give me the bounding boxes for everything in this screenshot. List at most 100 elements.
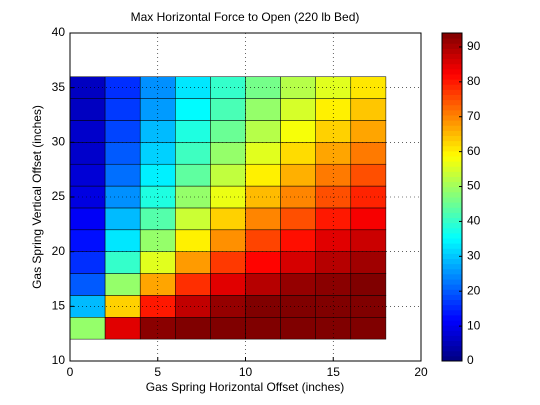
x-tick-label: 15 bbox=[327, 365, 341, 379]
colorbar-segment bbox=[442, 156, 462, 162]
colorbar-segment bbox=[442, 109, 462, 116]
heat-cell bbox=[245, 120, 281, 143]
y-tick-label: 15 bbox=[52, 299, 66, 313]
heat-cell bbox=[175, 317, 211, 340]
heat-cell bbox=[139, 317, 176, 340]
heat-cell bbox=[175, 229, 211, 252]
colorbar-segment bbox=[442, 89, 462, 95]
heat-cell bbox=[245, 317, 281, 340]
heat-cell bbox=[350, 98, 387, 121]
heat-cell bbox=[210, 317, 246, 340]
colorbar-segment bbox=[442, 212, 462, 218]
colorbar-segment bbox=[442, 227, 462, 234]
heat-cell bbox=[104, 273, 141, 296]
colorbar-segment bbox=[442, 120, 462, 126]
heat-cell bbox=[210, 120, 246, 143]
heat-cell bbox=[175, 251, 211, 274]
heat-cell bbox=[350, 273, 387, 296]
colorbar-segment bbox=[442, 161, 462, 167]
colorbar-segment bbox=[442, 355, 462, 362]
heat-cell bbox=[210, 76, 246, 99]
colorbar-segment bbox=[442, 238, 462, 244]
x-axis-label: Gas Spring Horizontal Offset (inches) bbox=[146, 380, 345, 394]
y-tick-label: 30 bbox=[52, 135, 66, 149]
heat-cell bbox=[350, 120, 387, 143]
heat-cell bbox=[139, 207, 176, 231]
colorbar-segment bbox=[442, 309, 462, 316]
heat-cell bbox=[104, 98, 141, 121]
colorbar-segment bbox=[442, 43, 462, 49]
heat-cell bbox=[280, 120, 316, 143]
colorbar-segment bbox=[442, 130, 462, 136]
heat-cell bbox=[175, 273, 211, 296]
heat-cell bbox=[315, 76, 352, 99]
heat-cell bbox=[175, 295, 211, 318]
y-tick-label: 25 bbox=[52, 189, 66, 203]
heat-cell bbox=[69, 273, 106, 296]
colorbar-segment bbox=[442, 48, 462, 54]
heat-cell bbox=[175, 76, 211, 99]
heat-cell bbox=[210, 163, 246, 187]
heat-cell bbox=[69, 76, 106, 99]
colorbar-tick-label: 80 bbox=[467, 74, 481, 88]
heat-cell bbox=[315, 163, 352, 187]
colorbar-tick-label: 30 bbox=[467, 248, 481, 262]
colorbar-segment bbox=[442, 232, 462, 239]
heat-cell bbox=[69, 317, 106, 340]
colorbar-segment bbox=[442, 74, 462, 80]
colorbar-segment bbox=[442, 289, 462, 295]
heat-cell bbox=[175, 185, 211, 209]
colorbar-segment bbox=[442, 38, 462, 44]
heat-cell bbox=[350, 207, 387, 231]
colorbar-segment bbox=[442, 166, 462, 172]
heat-cell bbox=[104, 317, 141, 340]
colorbar-tick-label: 70 bbox=[467, 109, 481, 123]
heat-cell bbox=[69, 229, 106, 252]
colorbar-segment bbox=[442, 304, 462, 311]
colorbar-segment bbox=[442, 345, 462, 352]
colorbar-segment bbox=[442, 104, 462, 111]
colorbar-segment bbox=[442, 33, 462, 39]
heat-cell bbox=[280, 207, 316, 231]
colorbar-segment bbox=[442, 320, 462, 326]
colorbar-segment bbox=[442, 253, 462, 259]
heat-cell bbox=[69, 207, 106, 231]
plot-frame bbox=[69, 32, 422, 362]
heat-cell bbox=[104, 207, 141, 231]
colorbar-segment bbox=[442, 207, 462, 213]
heat-cell bbox=[175, 120, 211, 143]
y-tick-label: 40 bbox=[52, 25, 66, 39]
heat-cell bbox=[315, 273, 352, 296]
heat-cell bbox=[139, 120, 176, 143]
heat-cell bbox=[210, 295, 246, 318]
colorbar-segment bbox=[442, 248, 462, 254]
colorbar-segment bbox=[442, 263, 462, 270]
heat-cell bbox=[350, 317, 387, 340]
colorbar-segment bbox=[442, 99, 462, 106]
heat-cell bbox=[175, 163, 211, 187]
colorbar-segment bbox=[442, 258, 462, 265]
chart-title: Max Horizontal Force to Open (220 lb Bed… bbox=[131, 10, 360, 24]
colorbar-segment bbox=[442, 140, 462, 147]
heat-cell bbox=[69, 185, 106, 209]
colorbar-segment bbox=[442, 222, 462, 229]
colorbar-segment bbox=[442, 340, 462, 347]
heat-cell bbox=[245, 229, 281, 252]
y-tick-label: 20 bbox=[52, 244, 66, 258]
y-tick-label: 10 bbox=[52, 353, 66, 367]
heat-cell bbox=[280, 98, 316, 121]
heat-cell bbox=[210, 207, 246, 231]
colorbar-segment bbox=[442, 181, 462, 188]
heat-cell bbox=[69, 295, 106, 318]
heat-cell bbox=[280, 142, 316, 165]
colorbar-segment bbox=[442, 94, 462, 101]
colorbar-segment bbox=[442, 243, 462, 249]
heat-cell bbox=[104, 163, 141, 187]
heat-cell bbox=[245, 273, 281, 296]
heat-cell bbox=[245, 98, 281, 121]
heat-cell bbox=[69, 142, 106, 165]
heat-cell bbox=[139, 163, 176, 187]
colorbar-segment bbox=[442, 299, 462, 306]
